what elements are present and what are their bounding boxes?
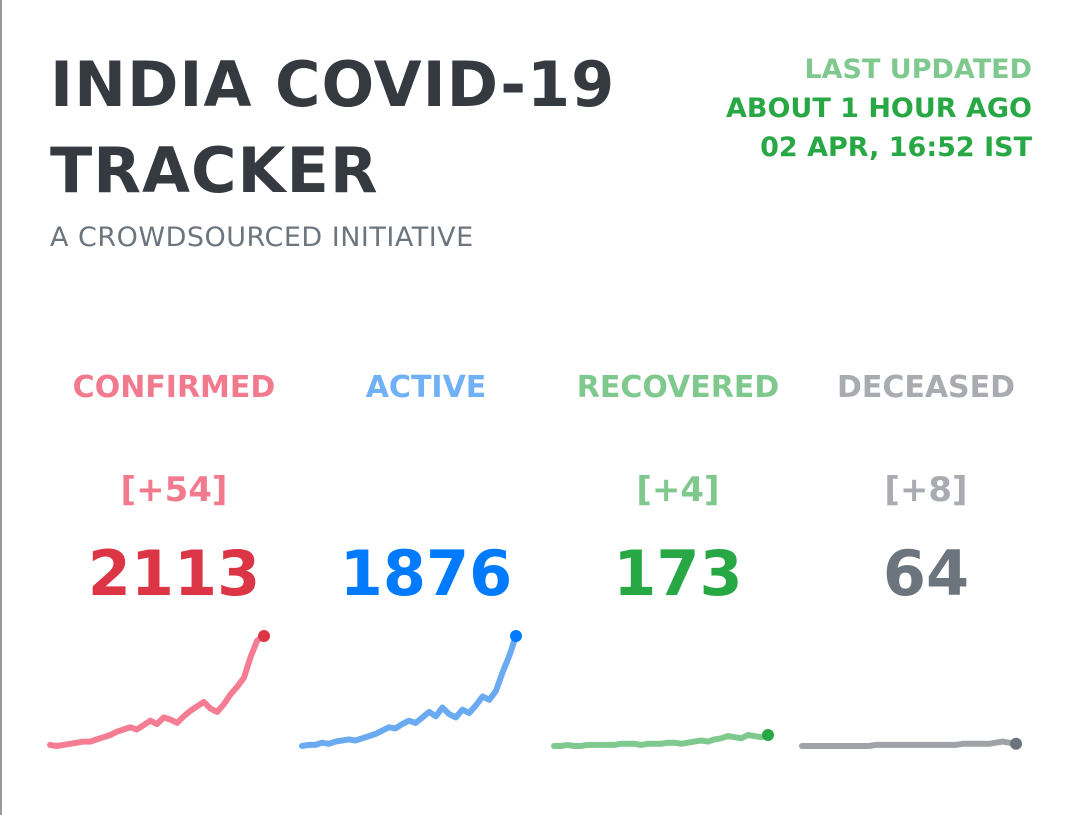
sparkline-deceased — [799, 737, 1022, 750]
last-updated-label: LAST UPDATED — [804, 54, 1032, 85]
sparkline-path — [551, 732, 771, 749]
stat-total: 173 — [613, 537, 743, 610]
stat-delta: [+54] — [120, 470, 228, 510]
last-updated-relative: ABOUT 1 HOUR AGO — [725, 93, 1032, 124]
title-line-1: INDIA COVID-19 — [50, 48, 616, 121]
stat-label: RECOVERED — [576, 370, 780, 405]
stat-label: ACTIVE — [365, 370, 487, 405]
stat-confirmed: CONFIRMED [+54] 2113 — [47, 366, 298, 786]
stat-total: 64 — [882, 537, 970, 610]
sparkline-end-dot — [258, 630, 270, 642]
stat-label: DECEASED — [836, 370, 1016, 405]
stat-delta: [+4] — [636, 470, 720, 510]
sparkline-path — [799, 738, 1019, 749]
stats-level: CONFIRMED [+54] 2113 ACTIVE 1876 RECOVER… — [47, 366, 1040, 786]
title-line-2: TRACKER — [50, 134, 379, 207]
sparkline-path — [47, 633, 267, 749]
page-subtitle: A CROWDSOURCED INITIATIVE — [50, 222, 474, 253]
sparkline-confirmed — [47, 630, 270, 749]
stat-label: CONFIRMED — [72, 370, 276, 405]
stat-recovered: RECOVERED [+4] 173 — [551, 366, 802, 786]
sparkline-path — [299, 633, 519, 749]
stat-total: 1876 — [339, 537, 513, 610]
last-updated-timestamp: 02 APR, 16:52 IST — [760, 132, 1032, 163]
page-title: INDIA COVID-19 TRACKER — [50, 42, 690, 214]
sparkline-recovered — [551, 729, 774, 749]
sparkline-end-dot — [510, 630, 522, 642]
last-updated: LAST UPDATED ABOUT 1 HOUR AGO 02 APR, 16… — [726, 50, 1032, 167]
sparkline-end-dot — [1010, 737, 1022, 750]
sparkline-end-dot — [762, 729, 774, 741]
stat-delta: [+8] — [884, 470, 968, 510]
sparkline-active — [299, 630, 522, 749]
stat-total: 2113 — [87, 537, 261, 610]
stat-deceased: DECEASED [+8] 64 — [799, 366, 1050, 786]
stat-active: ACTIVE 1876 — [299, 366, 550, 786]
